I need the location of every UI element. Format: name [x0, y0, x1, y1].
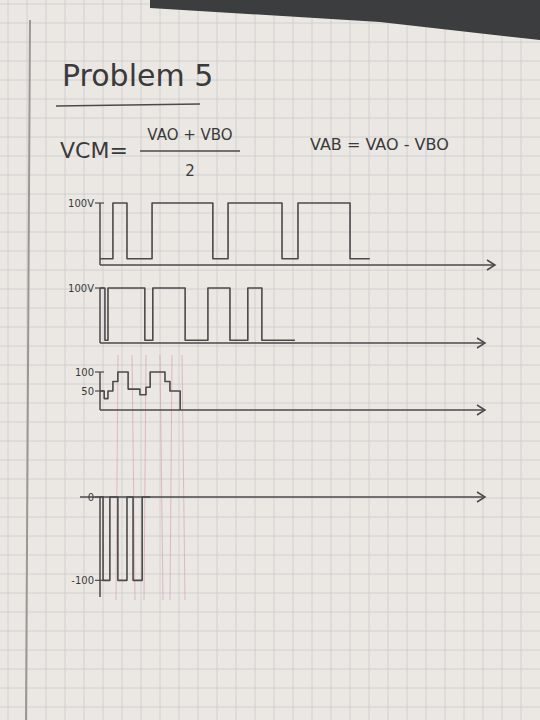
guide-line — [182, 355, 185, 600]
paper-line — [0, 175, 540, 176]
waveform — [100, 372, 180, 410]
plot-area — [100, 203, 370, 259]
y-tick — [95, 371, 104, 372]
paper-line — [0, 232, 540, 233]
waveform — [100, 203, 370, 259]
x-axis — [100, 264, 495, 266]
x-axis-arrow — [487, 260, 495, 270]
paper-line — [0, 441, 540, 442]
paper-line — [0, 650, 540, 651]
paper-line — [0, 270, 540, 271]
paper-line — [0, 631, 540, 632]
y-tick-label: 50 — [81, 386, 94, 397]
paper-line — [0, 555, 540, 556]
formula-ab: VAB = VAO - VBO — [310, 135, 449, 154]
x-axis — [100, 342, 485, 344]
page: Problem 5 VCM= VAO + VBO 2 VAB = VAO - VBO 10… — [0, 0, 540, 720]
paper-line — [0, 42, 540, 43]
waveform — [100, 288, 295, 340]
paper-grid — [0, 0, 540, 720]
paper-line — [0, 669, 540, 670]
paper-line — [0, 612, 540, 613]
paper-line — [0, 194, 540, 195]
y-tick-label: 0 — [88, 492, 94, 503]
paper-line — [0, 251, 540, 252]
waveform-chart: 0 -100 — [71, 492, 485, 597]
paper-line — [0, 593, 540, 594]
paper-line — [0, 365, 540, 366]
waveform — [100, 497, 150, 580]
waveform-chart: 100V — [68, 283, 485, 348]
y-tick-label: 100 — [75, 367, 94, 378]
paper-line — [0, 536, 540, 537]
plot-area — [100, 288, 295, 340]
y-tick-label: -100 — [71, 575, 94, 586]
paper-line — [0, 422, 540, 423]
paper-line — [0, 479, 540, 480]
notebook-page: Problem 5 VCM= VAO + VBO 2 VAB = VAO - VBO 10… — [0, 0, 540, 720]
x-axis-arrow — [477, 492, 485, 502]
paper-line — [0, 118, 540, 119]
y-tick — [95, 202, 104, 203]
title: Problem 5 — [62, 58, 213, 93]
paper-line — [0, 327, 540, 328]
page-edge — [26, 20, 30, 720]
y-axis — [99, 203, 101, 265]
paper — [0, 0, 540, 720]
paper-line — [0, 384, 540, 385]
y-axis — [99, 288, 101, 343]
paper-line — [0, 346, 540, 347]
fraction-bar — [140, 150, 240, 151]
formula-denominator: 2 — [185, 162, 195, 180]
x-axis — [100, 409, 485, 411]
formula-lhs: VCM= — [60, 138, 128, 163]
x-axis — [80, 496, 485, 498]
page-shadow — [150, 0, 540, 40]
paper-line — [0, 517, 540, 518]
paper-line — [0, 498, 540, 499]
paper-line — [0, 403, 540, 404]
paper-line — [0, 688, 540, 689]
x-axis-arrow — [477, 338, 485, 348]
y-tick-label: 100V — [68, 283, 94, 294]
x-axis-arrow — [477, 405, 485, 415]
plot-area — [100, 372, 180, 410]
waveform-chart: 50 100 — [75, 367, 485, 415]
paper-line — [0, 460, 540, 461]
plot-area — [100, 497, 150, 580]
paper-line — [0, 707, 540, 708]
paper-line — [0, 213, 540, 214]
guide-line — [160, 355, 163, 600]
formula-numerator: VAO + VBO — [147, 126, 232, 144]
waveform-chart: 100V — [68, 198, 495, 270]
paper-line — [0, 99, 540, 100]
paper-line — [0, 308, 540, 309]
y-tick-label: 100V — [68, 198, 94, 209]
title-underline — [56, 104, 200, 106]
y-axis — [99, 497, 101, 597]
